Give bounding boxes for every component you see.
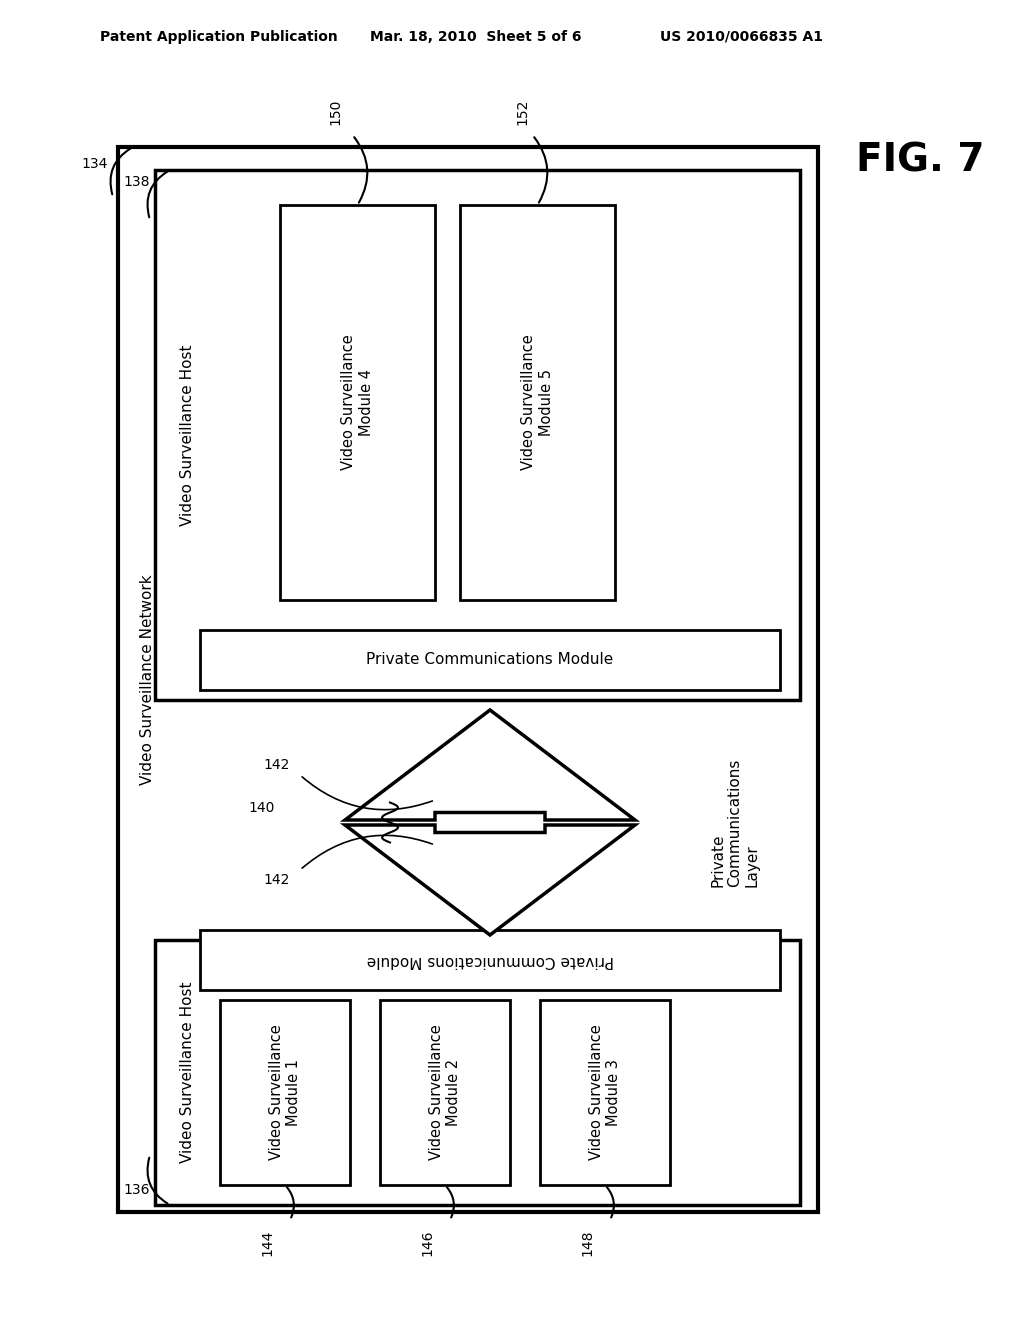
Bar	[460, 205, 615, 601]
Text: 150: 150	[329, 99, 342, 125]
Bar	[220, 1001, 350, 1185]
Text: 142: 142	[263, 873, 290, 887]
Text: US 2010/0066835 A1: US 2010/0066835 A1	[660, 30, 823, 44]
Text: 142: 142	[263, 758, 290, 772]
Bar	[380, 1001, 510, 1185]
Text: Video Surveillance
Module 5: Video Surveillance Module 5	[521, 335, 554, 470]
Text: Video Surveillance Network: Video Surveillance Network	[140, 574, 156, 785]
Text: 136: 136	[124, 1183, 150, 1197]
Text: 144: 144	[260, 1230, 274, 1257]
Text: Patent Application Publication: Patent Application Publication	[100, 30, 338, 44]
Text: Video Surveillance Host: Video Surveillance Host	[179, 982, 195, 1163]
Text: Video Surveillance
Module 1: Video Surveillance Module 1	[268, 1024, 301, 1160]
Text: Video Surveillance
Module 4: Video Surveillance Module 4	[341, 335, 374, 470]
Text: 148: 148	[580, 1230, 594, 1257]
Text: Private Communications Module: Private Communications Module	[367, 652, 613, 668]
Bar	[155, 170, 800, 700]
Text: 138: 138	[124, 176, 150, 189]
Polygon shape	[345, 710, 635, 820]
Text: Private Communications Module: Private Communications Module	[367, 953, 613, 968]
Bar	[280, 205, 435, 601]
Bar	[155, 940, 800, 1205]
Text: Video Surveillance Host: Video Surveillance Host	[179, 345, 195, 525]
Bar	[118, 147, 818, 1212]
Bar	[200, 630, 780, 690]
Text: 152: 152	[515, 99, 529, 125]
Text: Video Surveillance
Module 3: Video Surveillance Module 3	[589, 1024, 622, 1160]
Bar	[540, 1001, 670, 1185]
Polygon shape	[345, 825, 635, 935]
Bar	[200, 931, 780, 990]
Text: 134: 134	[82, 157, 108, 172]
Text: FIG. 7: FIG. 7	[856, 141, 984, 180]
Text: Video Surveillance
Module 2: Video Surveillance Module 2	[429, 1024, 461, 1160]
Text: Mar. 18, 2010  Sheet 5 of 6: Mar. 18, 2010 Sheet 5 of 6	[370, 30, 582, 44]
Text: 140: 140	[249, 800, 275, 814]
Text: 146: 146	[420, 1230, 434, 1257]
Text: Private
Communications
Layer: Private Communications Layer	[710, 758, 760, 887]
